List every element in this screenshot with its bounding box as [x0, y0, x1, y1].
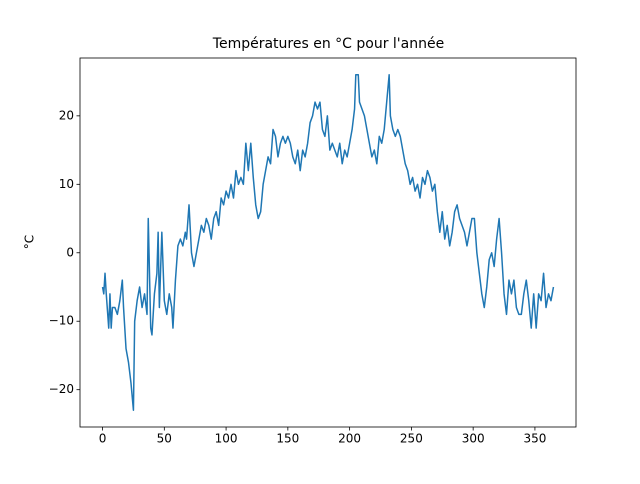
- chart-title: Températures en °C pour l'année: [212, 36, 444, 52]
- y-tick-label: 20: [59, 108, 74, 122]
- x-tick-label: 100: [215, 432, 238, 446]
- y-axis-label: °C: [23, 235, 37, 249]
- x-tick-label: 50: [157, 432, 172, 446]
- x-tick-label: 150: [276, 432, 299, 446]
- y-tick-label: −10: [49, 314, 74, 328]
- x-tick-label: 250: [400, 432, 423, 446]
- x-tick-label: 200: [338, 432, 361, 446]
- plot-frame: [79, 57, 577, 428]
- data-line: [101, 74, 555, 411]
- x-tick-label: 0: [99, 432, 107, 446]
- y-tick-label: 10: [59, 177, 74, 191]
- x-tick-label: 350: [523, 432, 546, 446]
- x-tick-label: 300: [462, 432, 485, 446]
- y-tick-label: 0: [66, 245, 74, 259]
- y-tick-label: −20: [49, 382, 74, 396]
